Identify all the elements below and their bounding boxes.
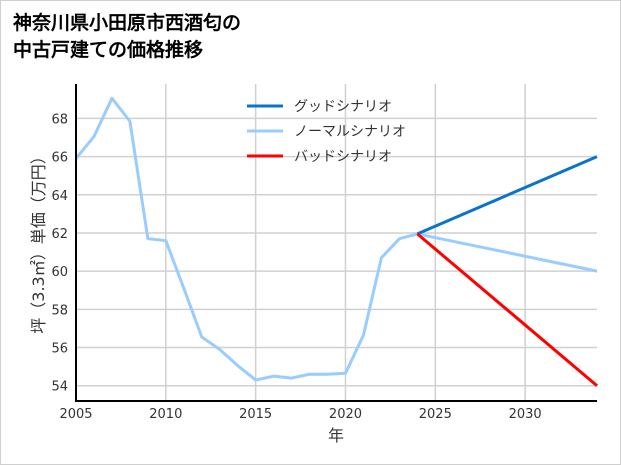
y-tick-label: 64 [51, 189, 68, 204]
x-tick-label: 2025 [419, 407, 452, 422]
y-tick-label: 56 [51, 342, 68, 357]
legend-label: ノーマルシナリオ [294, 124, 406, 140]
x-tick-label: 2015 [239, 407, 272, 422]
x-tick-label: 2030 [509, 407, 542, 422]
x-tick-label: 2005 [59, 407, 92, 422]
chart-title-line-1: 神奈川県小田原市西酒匂の [13, 12, 242, 34]
chart-title: 神奈川県小田原市西酒匂の 中古戸建ての価格推移 [13, 10, 241, 64]
y-tick-label: 60 [51, 265, 68, 280]
series-line-0 [416, 155, 598, 236]
series-line-1 [74, 96, 598, 382]
y-tick-label: 54 [51, 380, 68, 395]
x-tick-label: 2020 [329, 407, 362, 422]
x-tick-label: 2010 [149, 407, 182, 422]
series-line-2 [416, 232, 598, 387]
y-tick-label: 68 [51, 112, 68, 127]
legend-label: グッドシナリオ [294, 99, 392, 115]
y-tick-label: 58 [51, 303, 68, 318]
x-axis-label: 年 [328, 426, 344, 445]
chart-title-line-2: 中古戸建ての価格推移 [13, 39, 204, 61]
y-axis-label: 坪（3.3㎡）単価（万円） [29, 148, 48, 333]
y-tick-label: 62 [51, 227, 68, 242]
y-tick-label: 66 [51, 151, 68, 166]
legend-label: バッドシナリオ [294, 149, 392, 165]
